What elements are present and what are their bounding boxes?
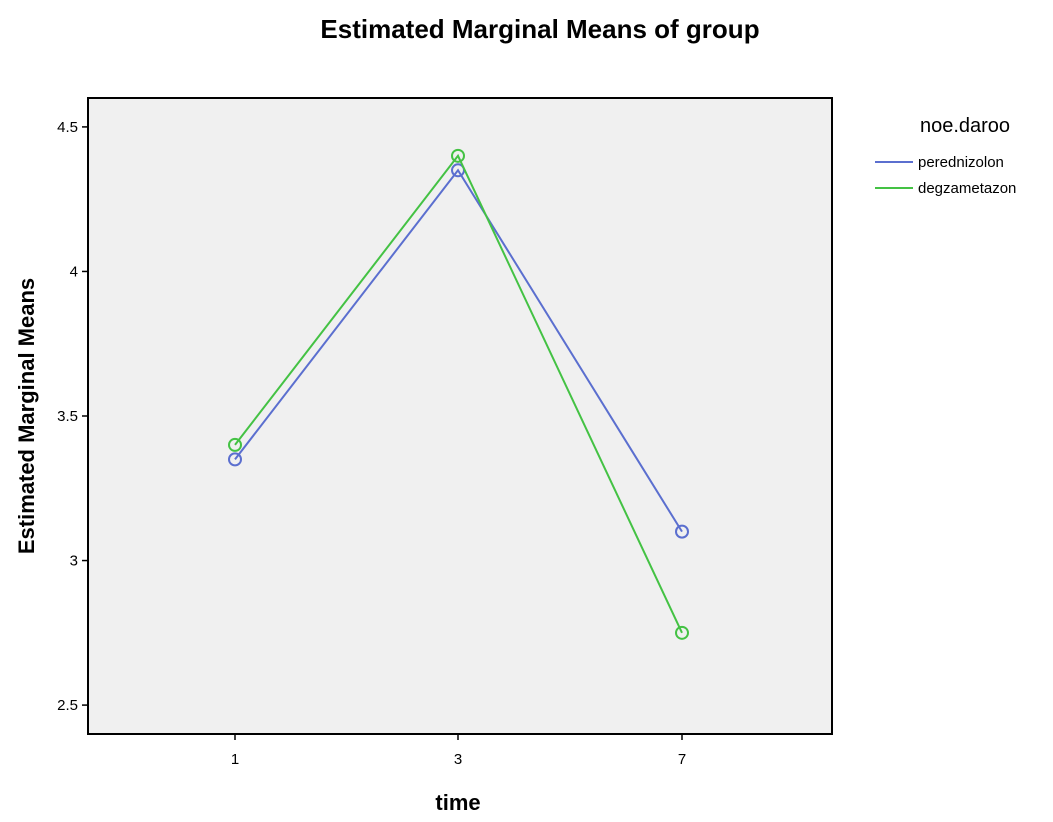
x-tick-label: 1	[231, 751, 239, 768]
series-layer	[228, 148, 689, 640]
y-tick-label: 3	[70, 553, 78, 570]
y-axis: 2.5 3 3.5 4 4.5	[57, 119, 88, 714]
y-tick-label: 4	[70, 263, 78, 280]
y-tick-label: 4.5	[57, 119, 78, 136]
chart-title: Estimated Marginal Means of group	[320, 14, 759, 44]
legend: noe.daroo perednizolon degzametazon	[875, 115, 1016, 197]
legend-label: degzametazon	[918, 180, 1016, 197]
legend-items: perednizolon degzametazon	[875, 154, 1016, 197]
data-point	[451, 148, 465, 163]
series-line	[234, 153, 683, 634]
y-axis-label: Estimated Marginal Means	[14, 278, 39, 554]
plot-area	[87, 97, 833, 735]
legend-label: perednizolon	[918, 154, 1004, 171]
y-tick-label: 3.5	[57, 408, 78, 425]
series-perednizolon	[228, 163, 689, 539]
x-tick-label: 3	[454, 751, 462, 768]
series-line	[234, 168, 683, 533]
y-tick-label: 2.5	[57, 697, 78, 714]
legend-title: noe.daroo	[920, 115, 1010, 137]
data-point	[228, 437, 242, 452]
data-point	[675, 625, 689, 640]
data-point	[228, 452, 242, 467]
series-degzametazon	[228, 148, 689, 640]
x-axis-label: time	[435, 790, 480, 815]
data-point	[675, 524, 689, 539]
x-tick-label: 7	[678, 751, 686, 768]
x-axis: 1 3 7	[231, 734, 686, 768]
